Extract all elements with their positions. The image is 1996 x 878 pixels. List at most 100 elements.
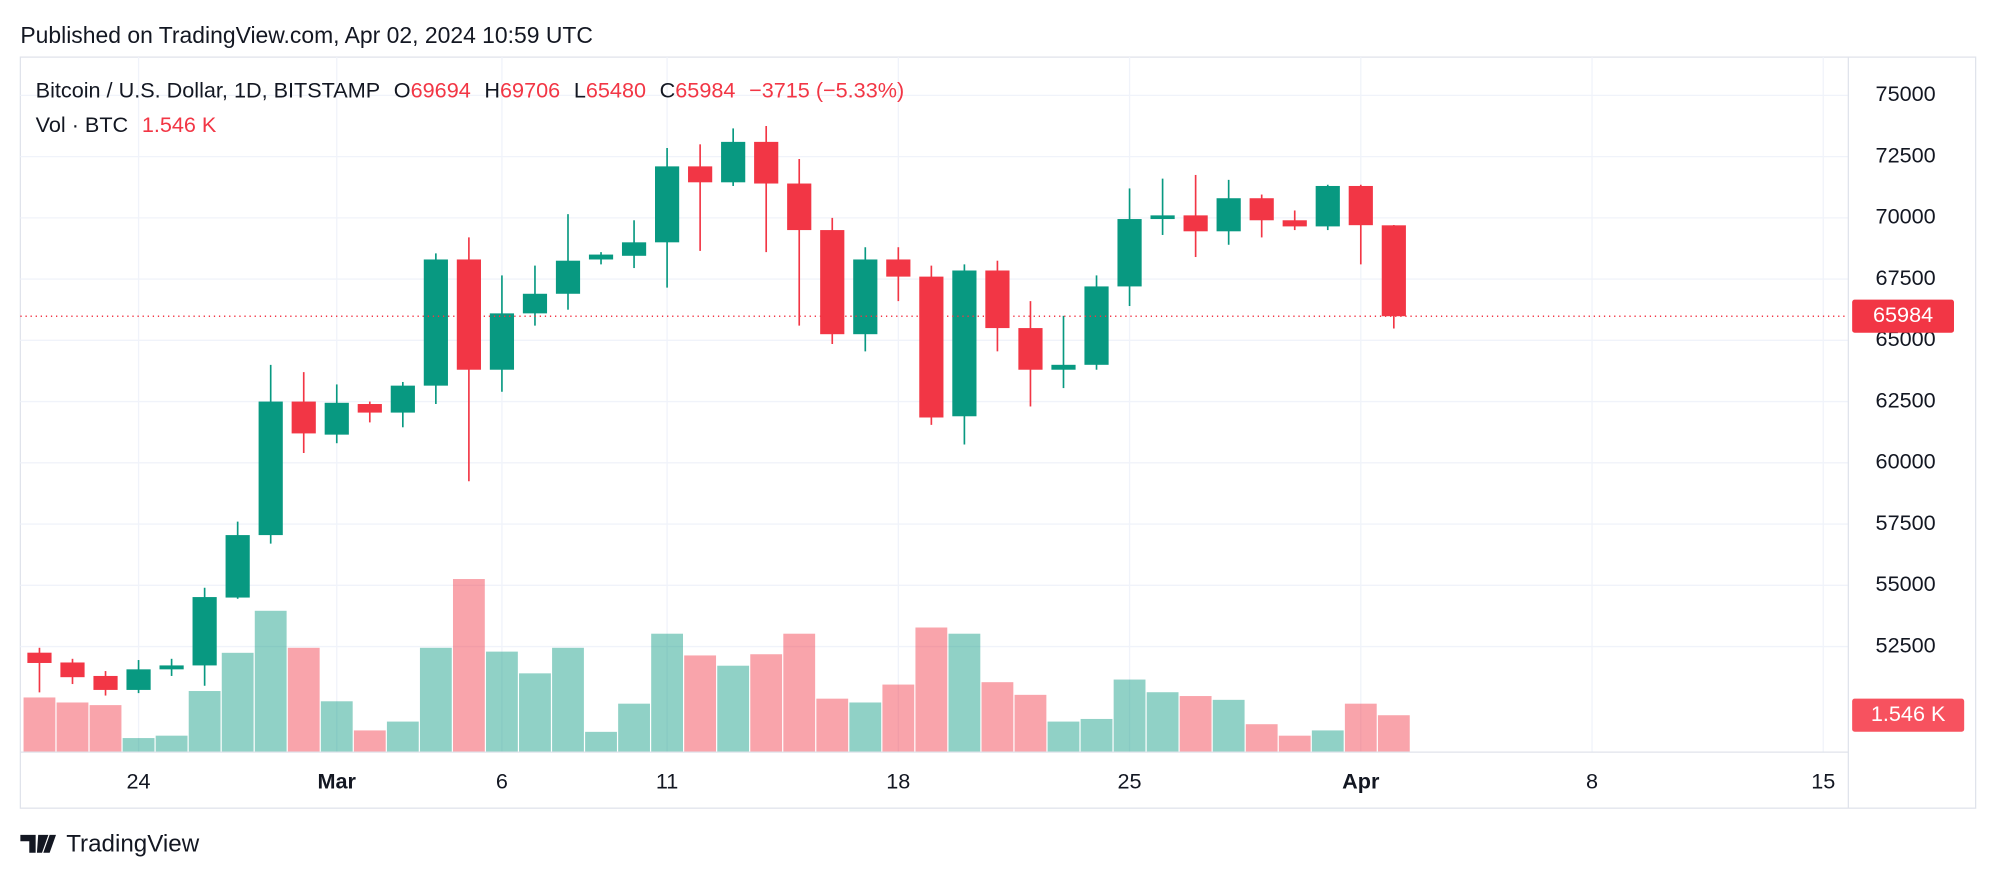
volume-bar <box>717 665 750 753</box>
volume-bar <box>519 673 551 753</box>
volume-bar <box>56 702 89 753</box>
volume-bar <box>221 652 254 753</box>
volume-bar <box>1245 724 1278 753</box>
candle-body <box>787 183 812 231</box>
legend-header: Bitcoin / U.S. Dollar, 1D, BITSTAMP O696… <box>36 77 905 102</box>
candle-body <box>126 669 151 690</box>
open-value: 69694 <box>411 77 471 102</box>
volume-bar <box>816 698 849 753</box>
volume-bar <box>684 655 717 753</box>
volume-legend: Vol · BTC 1.546 K <box>36 112 217 137</box>
candles <box>20 125 1849 696</box>
candle-body <box>1315 185 1340 227</box>
candle-body <box>60 662 85 678</box>
volume-bar <box>981 682 1014 753</box>
volume-bar <box>419 647 452 753</box>
volume-bar <box>882 684 915 753</box>
grid <box>20 57 1849 753</box>
close-value: 65984 <box>675 77 735 102</box>
volume-bar <box>155 735 188 753</box>
low-value: 65480 <box>586 77 646 102</box>
volume-bar <box>320 701 353 753</box>
low-label: L <box>574 77 586 102</box>
volume-bar <box>1212 699 1245 753</box>
candle-body <box>721 141 746 183</box>
candle-body <box>1183 215 1208 232</box>
symbol: Bitcoin / U.S. Dollar, 1D, BITSTAMP <box>36 77 380 102</box>
candle-body <box>93 675 118 690</box>
candle-body <box>1117 219 1142 287</box>
volume-bar <box>1311 730 1344 753</box>
volume-bar <box>585 731 617 753</box>
volume-bar <box>188 691 221 753</box>
open-label: O <box>394 77 411 102</box>
volume-bar <box>1047 721 1080 753</box>
y-tick-label: 52500 <box>1876 632 1936 657</box>
candle-body <box>258 401 283 536</box>
close-label: C <box>660 77 676 102</box>
volume-bar <box>1146 692 1179 753</box>
x-tick-label: 6 <box>496 768 508 793</box>
y-tick-label: 57500 <box>1876 510 1936 535</box>
y-tick-label: 55000 <box>1876 571 1936 596</box>
x-tick-label: Mar <box>318 768 357 793</box>
candle-body <box>621 242 647 256</box>
candle-body <box>357 404 382 413</box>
volume-bar <box>1278 735 1311 753</box>
candle-body <box>291 401 316 434</box>
volume-bar <box>1014 694 1047 753</box>
candle-body <box>456 259 481 370</box>
volume-bar <box>618 703 650 753</box>
last-volume-badge <box>1852 698 1965 732</box>
volume-bar <box>849 702 882 753</box>
volume-bar <box>915 627 948 753</box>
candle-body <box>1249 198 1274 221</box>
axes: 5250055000575006000062500650006750070000… <box>127 81 1965 793</box>
volume-bar <box>452 579 485 753</box>
y-tick-label: 75000 <box>1876 81 1936 106</box>
x-tick-label: 8 <box>1586 768 1598 793</box>
candle-body <box>390 385 415 413</box>
volume-bar <box>1179 696 1212 753</box>
volume-bar <box>23 697 56 753</box>
candle-body <box>27 652 52 663</box>
last-volume-label: 1.546 K <box>1871 701 1946 726</box>
y-tick-label: 67500 <box>1876 265 1936 290</box>
candle-body <box>192 597 217 666</box>
high-value: 69706 <box>500 77 560 102</box>
brand-logo: TradingView <box>20 830 200 857</box>
volume-bar <box>353 730 386 753</box>
volume-bar <box>750 654 783 753</box>
volume-bar <box>1113 679 1146 753</box>
candle-body <box>853 259 878 335</box>
volume-bar <box>89 705 122 753</box>
volume-bar <box>122 738 155 753</box>
candle-body <box>919 276 944 418</box>
candle-body <box>688 166 713 183</box>
candle-body <box>1084 286 1109 365</box>
candle-body <box>754 141 779 184</box>
candle-body <box>324 402 349 435</box>
candle-body <box>886 259 911 277</box>
x-tick-label: 15 <box>1811 768 1835 793</box>
volume-bar <box>386 721 419 753</box>
chart-frame <box>19 56 1977 809</box>
volume-bar <box>287 647 320 753</box>
candle-body <box>1150 215 1175 220</box>
candle-body <box>522 293 548 314</box>
volume-bar <box>486 651 518 753</box>
published-note: Published on TradingView.com, Apr 02, 20… <box>20 22 593 48</box>
x-tick-label: 25 <box>1118 768 1142 793</box>
y-tick-label: 60000 <box>1876 449 1936 474</box>
candle-body <box>1348 185 1373 226</box>
candle-body <box>159 665 184 670</box>
volume-bar <box>948 633 981 753</box>
brand-name: TradingView <box>66 830 200 857</box>
candle-body <box>555 260 581 294</box>
candle-body <box>655 166 680 243</box>
candle-body <box>952 270 977 417</box>
candle-body <box>1051 364 1076 370</box>
candle-body <box>225 535 250 598</box>
volume-pane <box>23 579 1410 753</box>
